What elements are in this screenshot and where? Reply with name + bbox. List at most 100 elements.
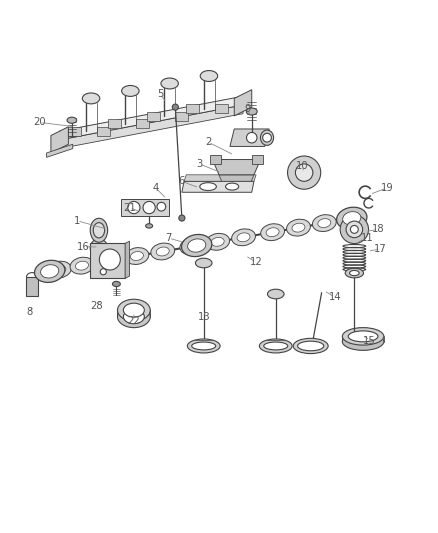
- Ellipse shape: [226, 183, 239, 190]
- Polygon shape: [215, 104, 228, 113]
- Ellipse shape: [232, 229, 255, 246]
- Ellipse shape: [206, 233, 230, 251]
- Polygon shape: [125, 241, 130, 278]
- Ellipse shape: [344, 214, 357, 223]
- Text: 10: 10: [296, 161, 308, 171]
- Polygon shape: [234, 90, 252, 116]
- Text: 9: 9: [244, 104, 251, 114]
- Ellipse shape: [67, 117, 77, 123]
- Polygon shape: [252, 155, 263, 164]
- Polygon shape: [97, 127, 110, 135]
- Polygon shape: [182, 181, 254, 192]
- Ellipse shape: [146, 224, 152, 228]
- Ellipse shape: [99, 252, 123, 269]
- Ellipse shape: [345, 268, 364, 278]
- Polygon shape: [212, 159, 261, 175]
- Ellipse shape: [90, 239, 108, 256]
- Text: 19: 19: [381, 183, 393, 193]
- Ellipse shape: [340, 215, 368, 244]
- Polygon shape: [230, 129, 269, 147]
- Ellipse shape: [266, 228, 279, 237]
- Text: 7: 7: [166, 233, 172, 243]
- Ellipse shape: [131, 252, 143, 261]
- Polygon shape: [68, 127, 81, 135]
- Polygon shape: [136, 119, 149, 128]
- Ellipse shape: [105, 256, 117, 265]
- Ellipse shape: [47, 261, 71, 278]
- Circle shape: [100, 269, 106, 275]
- Text: 11: 11: [361, 233, 374, 243]
- Ellipse shape: [343, 328, 384, 345]
- Ellipse shape: [350, 270, 359, 276]
- Ellipse shape: [75, 261, 88, 270]
- Ellipse shape: [35, 260, 65, 282]
- Text: 6: 6: [179, 176, 185, 187]
- Ellipse shape: [185, 242, 198, 251]
- Ellipse shape: [338, 210, 362, 227]
- Text: 15: 15: [363, 336, 376, 346]
- Ellipse shape: [187, 239, 206, 252]
- Polygon shape: [147, 112, 160, 120]
- Ellipse shape: [286, 219, 311, 236]
- Ellipse shape: [180, 238, 204, 255]
- Polygon shape: [108, 119, 121, 128]
- Circle shape: [295, 164, 313, 181]
- Ellipse shape: [82, 93, 100, 104]
- Ellipse shape: [113, 281, 120, 287]
- Ellipse shape: [125, 248, 149, 264]
- Ellipse shape: [90, 218, 108, 243]
- Text: 20: 20: [34, 117, 46, 127]
- Polygon shape: [26, 277, 38, 296]
- Circle shape: [179, 215, 185, 221]
- Text: 12: 12: [250, 257, 262, 267]
- Text: 17: 17: [374, 244, 387, 254]
- Polygon shape: [219, 175, 254, 185]
- Polygon shape: [60, 96, 243, 140]
- Ellipse shape: [124, 310, 145, 324]
- Ellipse shape: [41, 265, 59, 278]
- Ellipse shape: [161, 78, 178, 89]
- Ellipse shape: [93, 223, 105, 238]
- Text: 16: 16: [77, 242, 90, 252]
- Text: 22: 22: [127, 316, 140, 326]
- Ellipse shape: [237, 233, 250, 242]
- Ellipse shape: [259, 339, 292, 353]
- Circle shape: [172, 104, 178, 110]
- Ellipse shape: [181, 235, 212, 256]
- Ellipse shape: [350, 225, 358, 233]
- Ellipse shape: [117, 306, 150, 328]
- Circle shape: [143, 201, 155, 214]
- Ellipse shape: [122, 85, 139, 96]
- Ellipse shape: [156, 247, 169, 256]
- Ellipse shape: [343, 212, 361, 225]
- Ellipse shape: [343, 333, 384, 350]
- Polygon shape: [184, 175, 256, 181]
- Text: 28: 28: [90, 301, 103, 311]
- Ellipse shape: [200, 70, 218, 82]
- Ellipse shape: [346, 221, 363, 238]
- Text: 13: 13: [198, 312, 210, 322]
- Polygon shape: [46, 144, 73, 157]
- Ellipse shape: [187, 339, 220, 353]
- Ellipse shape: [53, 265, 66, 274]
- Circle shape: [288, 156, 321, 189]
- Circle shape: [263, 133, 272, 142]
- Circle shape: [157, 203, 166, 211]
- Polygon shape: [121, 199, 169, 216]
- Text: 2: 2: [205, 137, 211, 147]
- Ellipse shape: [264, 342, 288, 350]
- Ellipse shape: [318, 219, 331, 228]
- Ellipse shape: [292, 223, 305, 232]
- Ellipse shape: [200, 183, 216, 190]
- Ellipse shape: [151, 243, 175, 260]
- Ellipse shape: [70, 257, 94, 274]
- Text: 14: 14: [328, 292, 341, 302]
- Text: 21: 21: [123, 203, 136, 213]
- Ellipse shape: [337, 207, 367, 229]
- Ellipse shape: [348, 331, 378, 342]
- Text: 3: 3: [196, 159, 202, 169]
- Ellipse shape: [211, 237, 224, 246]
- Ellipse shape: [261, 224, 285, 240]
- Ellipse shape: [246, 108, 257, 115]
- Circle shape: [247, 133, 257, 143]
